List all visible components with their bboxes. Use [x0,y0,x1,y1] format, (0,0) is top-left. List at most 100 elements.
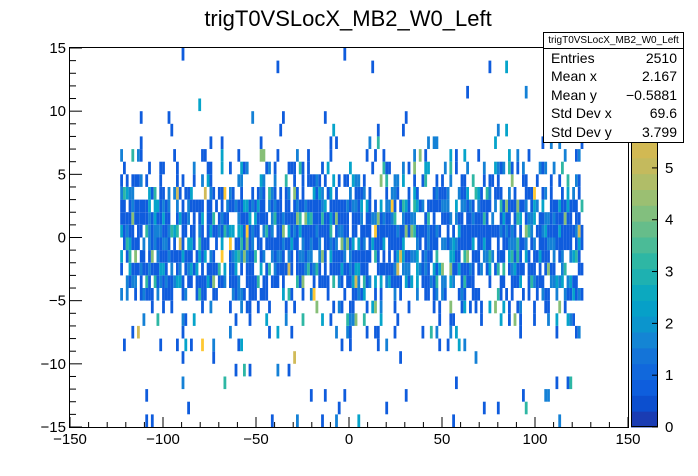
heatmap-cell [209,224,213,238]
heatmap-cell [287,250,291,263]
heatmap-cell [178,262,182,276]
heatmap-cell [446,187,450,200]
heatmap-cell [262,149,266,162]
heatmap-cell [413,187,416,200]
heatmap-cell [323,111,327,124]
stats-label: Mean x [551,68,597,85]
heatmap-cell [522,389,525,402]
heatmap-cell [566,187,570,200]
heatmap-cell [477,187,481,200]
heatmap-cell [195,288,199,301]
heatmap-cell [460,187,464,200]
heatmap-cell [340,237,344,251]
heatmap-cell [457,212,461,225]
heatmap-cell [243,288,246,301]
heatmap-cell [332,300,336,314]
heatmap-cell [379,224,383,238]
heatmap-cell [265,262,269,276]
heatmap-cell [184,262,188,276]
heatmap-cell [234,275,238,288]
heatmap-cell [416,224,419,238]
heatmap-cell [346,262,349,276]
heatmap-cell [240,250,243,263]
heatmap-cell [563,237,567,251]
heatmap-cell [421,250,425,263]
heatmap-cell [159,174,163,187]
heatmap-cell [385,161,389,175]
heatmap-cell [510,275,514,288]
heatmap-cell [544,389,548,402]
heatmap-cell [125,212,129,225]
heatmap-cell [259,250,263,263]
heatmap-cell [535,199,539,213]
heatmap-cell [229,161,232,175]
heatmap-cell [323,224,327,238]
heatmap-cell [466,187,469,200]
heatmap-cell [321,212,324,225]
heatmap-cell [407,262,411,276]
heatmap-cell [455,376,458,390]
heatmap-cell [482,199,486,213]
x-tick-label: 150 [615,431,640,448]
heatmap-cell [563,149,567,162]
colorbar-swatch [631,347,658,365]
heatmap-cell [329,187,333,200]
heatmap-cell [243,224,246,238]
heatmap-cell [159,224,163,238]
heatmap-cell [276,149,280,162]
heatmap-cell [547,224,550,238]
heatmap-cell [304,224,308,238]
heatmap-cell [558,174,562,187]
heatmap-cell [262,199,266,213]
heatmap-cell [248,224,252,238]
heatmap-cell [321,414,324,427]
heatmap-cell [580,288,584,301]
heatmap-cell [396,224,400,238]
heatmap-cell [298,262,302,276]
heatmap-cell [477,288,481,301]
heatmap-cell [203,250,207,263]
heatmap-cell [240,187,243,200]
heatmap-cell [125,224,129,238]
heatmap-cell [351,250,355,263]
heatmap-cell [351,262,355,276]
heatmap-cell [139,275,143,288]
heatmap-cell [421,199,425,213]
heatmap-cell [376,262,380,276]
heatmap-cell [237,275,241,288]
heatmap-cell [178,212,182,225]
heatmap-cell [474,351,478,364]
heatmap-cell [349,275,352,288]
heatmap-cell [524,85,528,99]
heatmap-cell [463,224,467,238]
heatmap-cell [558,224,562,238]
heatmap-cell [485,212,489,225]
heatmap-cell [131,174,135,187]
heatmap-cell [569,212,573,225]
heatmap-cell [449,149,453,162]
heatmap-cell [156,237,160,251]
heatmap-cell [309,262,313,276]
heatmap-cell [385,187,389,200]
heatmap-cell [513,237,517,251]
heatmap-cell [438,187,442,200]
heatmap-cell [469,212,472,225]
heatmap-cell [466,237,469,251]
heatmap-cell [276,212,280,225]
heatmap-cell [312,199,316,213]
heatmap-cell [404,262,408,276]
heatmap-cell [301,250,305,263]
heatmap-cell [150,414,154,427]
heatmap-cell [332,275,336,288]
heatmap-cell [374,288,377,301]
heatmap-cell [296,250,299,263]
heatmap-cell [552,161,556,175]
heatmap-cell [167,224,171,238]
colorbar-swatch [631,379,658,396]
heatmap-cell [349,187,352,200]
heatmap-cell [463,199,467,213]
heatmap-cell [524,187,528,200]
heatmap-cell [502,250,506,263]
heatmap-cell [148,250,151,263]
heatmap-cell [190,275,193,288]
